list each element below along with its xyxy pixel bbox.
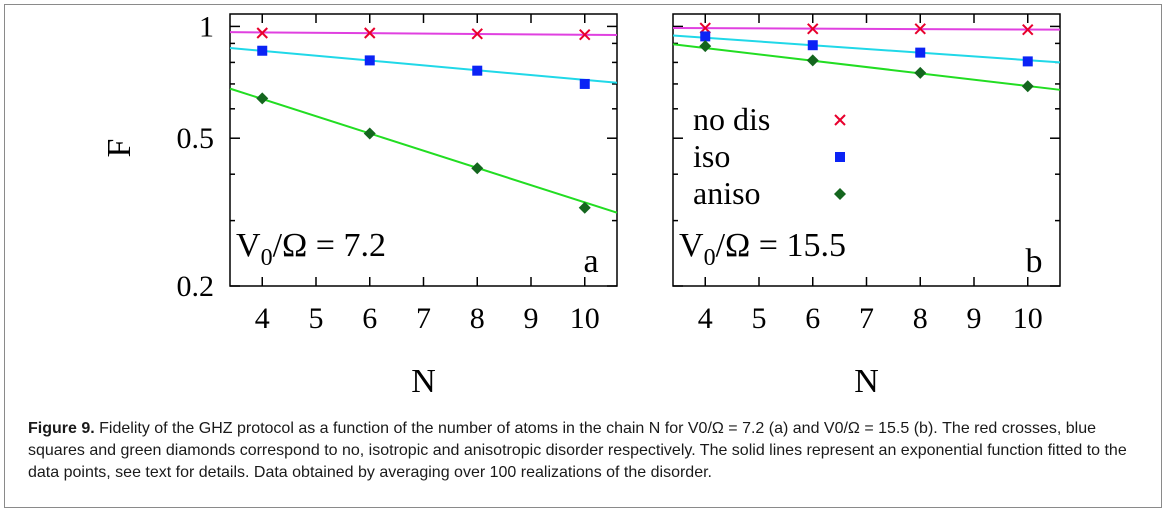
point-a-cross-4 xyxy=(256,27,268,39)
point-a-cross-10 xyxy=(579,28,591,41)
fit-line-a-square xyxy=(229,46,618,84)
legend-marker-square xyxy=(835,152,845,162)
point-a-square-8 xyxy=(472,65,483,76)
x-tick-label-a-9: 9 xyxy=(524,302,539,335)
caption-text: Fidelity of the GHZ protocol as a functi… xyxy=(28,420,1127,481)
x-tick-label-b-7: 7 xyxy=(859,302,874,335)
fit-line-b-cross xyxy=(672,27,1061,31)
x-tick-label-a-4: 4 xyxy=(255,302,270,335)
point-b-diamond-10 xyxy=(1021,80,1034,93)
x-tick-label-a-6: 6 xyxy=(362,302,377,335)
fit-line-a-cross xyxy=(229,31,618,37)
point-a-diamond-10 xyxy=(578,201,591,214)
fit-line-b-diamond xyxy=(672,43,1061,91)
y-tick-label-a-0.5: 0.5 xyxy=(177,122,215,155)
point-a-square-4 xyxy=(257,45,268,56)
point-b-cross-8 xyxy=(914,23,926,35)
point-a-square-10 xyxy=(579,78,590,89)
fit-line-a-diamond xyxy=(229,87,618,214)
x-tick-label-b-6: 6 xyxy=(805,302,820,335)
x-tick-label-b-9: 9 xyxy=(967,302,982,335)
point-a-cross-8 xyxy=(471,28,483,40)
point-b-diamond-6 xyxy=(806,54,819,67)
x-tick-label-a-7: 7 xyxy=(416,302,431,335)
legend-label-cross: no dis xyxy=(693,101,770,137)
legend-label-square: iso xyxy=(693,138,730,174)
point-a-diamond-6 xyxy=(363,127,376,140)
point-b-cross-6 xyxy=(807,23,819,35)
panel-annotation-a: V0/Ω = 7.2 xyxy=(236,227,386,271)
point-b-square-6 xyxy=(807,40,818,51)
x-axis-label-panel-a: N xyxy=(411,363,436,400)
legend-label-diamond: aniso xyxy=(693,175,761,211)
x-tick-label-a-8: 8 xyxy=(470,302,485,335)
caption-label: Figure 9. xyxy=(28,420,95,437)
point-b-cross-10 xyxy=(1022,23,1034,36)
x-tick-label-a-5: 5 xyxy=(309,302,324,335)
x-axis-label-panel-b: N xyxy=(854,363,879,400)
point-b-square-10 xyxy=(1022,56,1033,67)
panel-letter-a: a xyxy=(583,243,598,280)
figure-caption: Figure 9. Fidelity of the GHZ protocol a… xyxy=(28,418,1140,484)
figure-frame xyxy=(4,4,1162,508)
x-tick-label-b-8: 8 xyxy=(913,302,928,335)
point-a-diamond-8 xyxy=(471,162,484,175)
point-a-square-6 xyxy=(364,55,375,66)
x-tick-label-b-10: 10 xyxy=(1013,302,1043,335)
fit-line-b-square xyxy=(672,34,1061,64)
point-b-cross-4 xyxy=(699,22,711,34)
x-tick-label-b-4: 4 xyxy=(698,302,713,335)
point-b-diamond-4 xyxy=(699,40,712,53)
point-b-square-8 xyxy=(915,47,926,58)
panel-letter-b: b xyxy=(1026,243,1043,280)
legend-marker-diamond xyxy=(834,188,846,200)
point-b-square-4 xyxy=(700,31,711,42)
y-axis-label-panel-a: F xyxy=(101,139,138,158)
panel-annotation-b: V0/Ω = 15.5 xyxy=(679,227,846,271)
y-tick-label-a-0.2: 0.2 xyxy=(177,270,215,303)
point-a-diamond-4 xyxy=(256,92,269,105)
x-tick-label-a-10: 10 xyxy=(570,302,600,335)
point-b-diamond-8 xyxy=(914,66,927,79)
x-tick-label-b-5: 5 xyxy=(752,302,767,335)
y-tick-label-a-1: 1 xyxy=(199,10,214,43)
panel-a: 4 5 6 7 8 9 10 0.2 0.5 1 V0/Ω = 7.2 a xyxy=(177,10,618,335)
legend-marker-cross xyxy=(834,114,846,126)
point-a-cross-6 xyxy=(364,27,376,39)
